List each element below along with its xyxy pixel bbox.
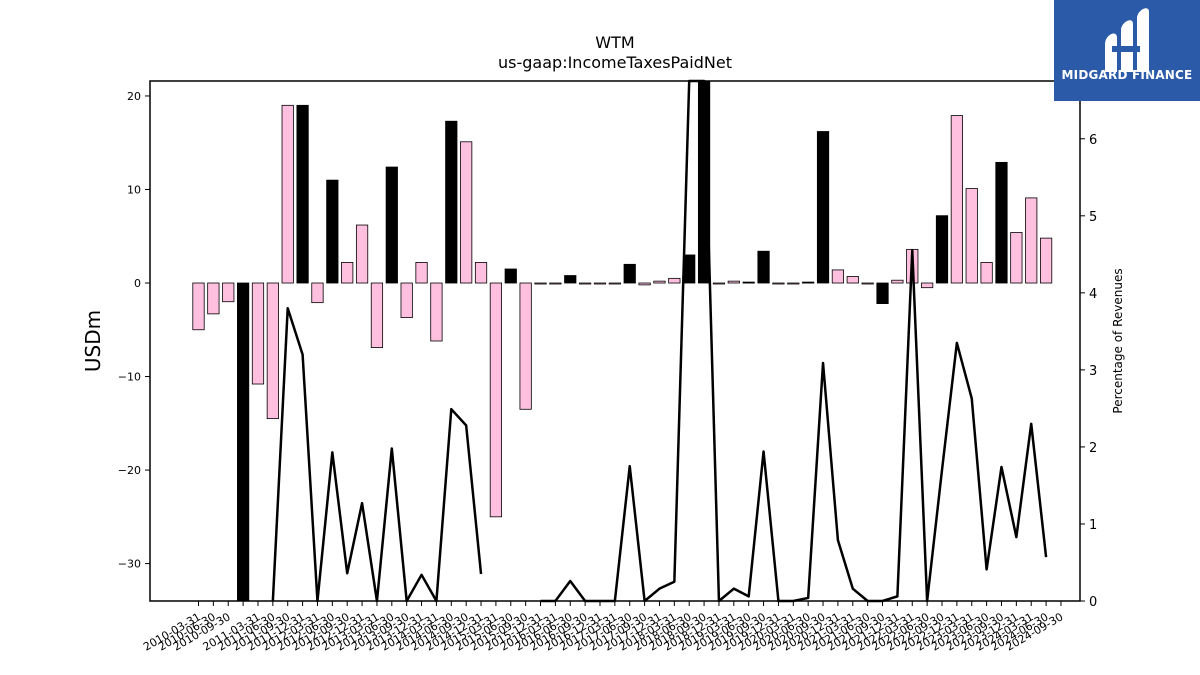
bar — [995, 161, 1008, 284]
bar — [742, 281, 755, 284]
y-right-tick-label: 2 — [1089, 441, 1097, 456]
bar — [370, 282, 384, 348]
bar — [474, 262, 488, 284]
x-axis: 2010-03-312010-06-302010-09-302011-03-31… — [141, 601, 1065, 654]
y-right-tick-label: 1 — [1089, 518, 1097, 533]
bar — [1039, 237, 1053, 284]
bar — [712, 282, 726, 285]
bar — [965, 188, 978, 284]
bar — [579, 282, 592, 285]
bar — [281, 104, 294, 284]
y-axis-left: −30 −20 −10 0 10 20 — [118, 90, 150, 571]
y-tick-label: 20 — [127, 90, 141, 103]
bar — [787, 282, 800, 285]
bar — [876, 282, 889, 304]
brand-logo: MIDGARD FINANCE — [1054, 0, 1200, 101]
y-tick-label: −30 — [118, 558, 141, 571]
midgard-m-logo-icon — [1105, 8, 1149, 73]
bar — [891, 279, 904, 284]
bar — [668, 277, 681, 284]
bar — [846, 276, 859, 284]
bar — [326, 179, 339, 284]
bar — [921, 282, 934, 289]
bar — [653, 280, 666, 284]
bar — [935, 215, 949, 284]
bar — [430, 282, 443, 342]
bar — [237, 282, 250, 602]
bars-layer — [192, 80, 1053, 602]
bar — [802, 281, 815, 284]
bar — [504, 268, 517, 284]
bar — [251, 282, 265, 385]
bar — [950, 115, 963, 284]
bar — [415, 262, 428, 284]
y-right-tick-label: 5 — [1089, 210, 1097, 225]
bar — [445, 120, 458, 284]
y-axis-right-label: Percentage of Revenues — [1111, 268, 1125, 413]
bar — [816, 131, 830, 284]
bar — [222, 282, 235, 303]
chart-title: WTM — [595, 33, 634, 52]
bar — [296, 104, 309, 284]
bar — [727, 280, 740, 284]
y-tick-label: −20 — [118, 464, 141, 477]
bar — [385, 166, 398, 284]
bar — [549, 282, 562, 285]
y-right-tick-label: 0 — [1089, 595, 1097, 610]
bar — [341, 262, 354, 284]
bar — [831, 269, 845, 284]
y-axis-right: 0 1 2 3 4 5 6 — [1080, 133, 1097, 610]
bar — [534, 282, 547, 285]
bar — [757, 250, 770, 284]
bar — [355, 224, 369, 284]
bar — [519, 282, 532, 410]
bar — [311, 282, 324, 304]
bar — [400, 282, 413, 319]
bar — [1010, 232, 1023, 284]
bar — [683, 254, 696, 284]
y-tick-label: 10 — [127, 183, 141, 196]
y-right-tick-label: 6 — [1089, 133, 1097, 148]
brand-name: MIDGARD FINANCE — [1061, 68, 1193, 82]
bar — [266, 282, 279, 420]
bar — [192, 282, 205, 331]
chart-subtitle: us-gaap:IncomeTaxesPaidNet — [498, 53, 732, 72]
bar — [1025, 197, 1038, 284]
bar — [207, 282, 220, 315]
bar — [593, 282, 607, 285]
bar — [980, 262, 993, 284]
bar — [623, 263, 636, 284]
y-tick-label: 0 — [134, 277, 141, 290]
bar — [460, 141, 473, 284]
bar — [489, 282, 503, 518]
y-tick-label: −10 — [118, 371, 141, 384]
bar — [861, 282, 874, 285]
bar — [638, 282, 651, 286]
bar — [608, 282, 621, 285]
bar — [772, 282, 785, 285]
y-axis-left-label: USDm — [81, 310, 105, 372]
y-right-tick-label: 3 — [1089, 364, 1097, 379]
bar — [564, 275, 577, 284]
y-right-tick-label: 4 — [1089, 287, 1097, 302]
revenue-ratio-line — [271, 79, 1048, 603]
